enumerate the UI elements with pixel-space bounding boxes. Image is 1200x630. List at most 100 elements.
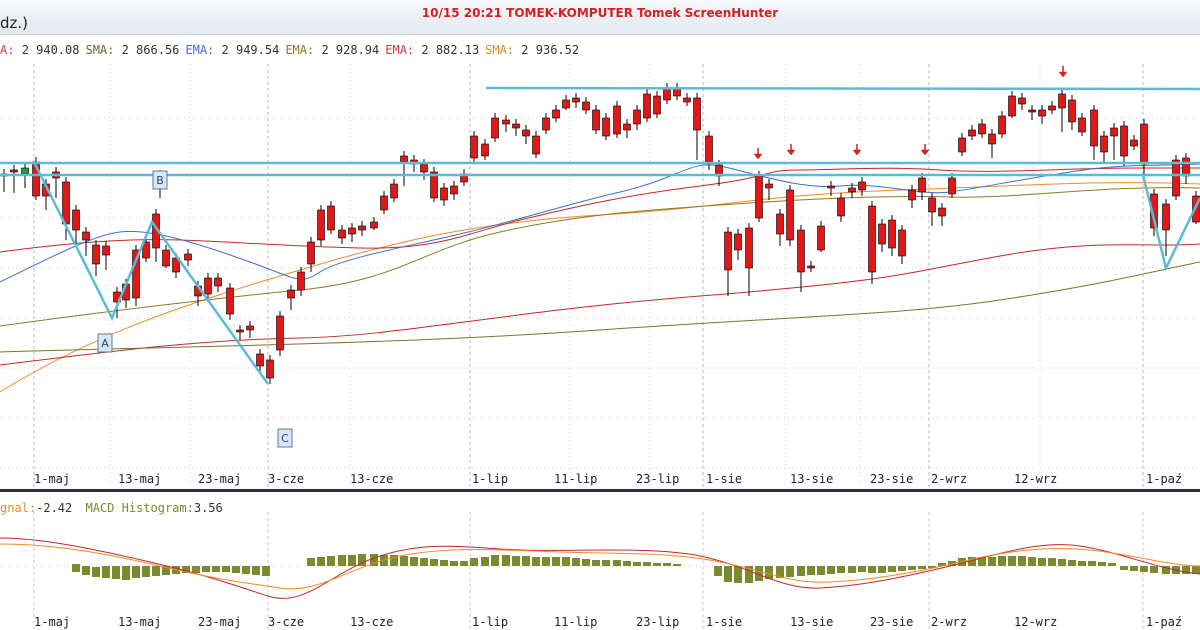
candle-down <box>1058 93 1066 109</box>
macd-x-tick-label: 1-sie <box>706 615 742 629</box>
wave-label-box <box>97 333 113 353</box>
macd-histogram-bar <box>562 557 570 566</box>
macd-histogram-bar <box>481 557 489 566</box>
candle-down <box>491 117 499 139</box>
indicator-name: SMA: <box>485 43 522 57</box>
x-tick-label: 1-lip <box>472 472 508 486</box>
macd-histogram-bar <box>858 566 866 572</box>
x-tick-label: 23-lip <box>636 472 679 486</box>
candle-down <box>1100 135 1108 153</box>
x-axis-labels: 1-maj 1-maj 13-maj 13-maj 23-maj 23-maj 3-cze 3… <box>34 472 1182 629</box>
macd-histogram-bar <box>1150 566 1158 573</box>
candle-down <box>481 143 489 157</box>
indicator-value: 2 940.08 <box>21 43 80 57</box>
candle-down <box>226 287 234 315</box>
macd-x-tick-label: 2-wrz <box>931 615 967 629</box>
macd-histogram-bar <box>1058 559 1066 566</box>
candle-down <box>1150 193 1158 229</box>
macd-histogram-bar <box>1088 561 1096 566</box>
macd-histogram-bar <box>252 566 260 575</box>
macd-x-tick-label: 1-lip <box>472 615 508 629</box>
gridlines <box>0 64 1200 630</box>
macd-histogram-bar <box>1140 566 1148 572</box>
candle-down <box>82 231 90 241</box>
macd-legend: gnal:-2.42 MACD Histogram:3.56 <box>0 501 223 515</box>
candle-down <box>162 249 170 267</box>
candle-down <box>380 195 388 211</box>
window-title-partial: dz.) <box>0 14 29 32</box>
x-tick-label: 11-lip <box>554 472 597 486</box>
macd-histogram-bar <box>390 555 398 566</box>
sell-arrow-head <box>852 149 862 156</box>
macd-histogram-bar <box>724 566 732 582</box>
candle-down <box>988 133 996 145</box>
macd-histogram-bar <box>582 559 590 566</box>
candle-down <box>705 135 713 163</box>
macd-histogram-bar <box>327 556 335 566</box>
panel-separator <box>0 489 1200 492</box>
macd-histogram-bar <box>1048 558 1056 566</box>
macd-line <box>0 537 1200 599</box>
candle-down <box>287 289 295 299</box>
candle-down <box>522 129 530 137</box>
macd-histogram-bar <box>633 562 641 566</box>
macd-signal-value: -2.42 <box>36 501 73 515</box>
macd-histogram-bar <box>420 558 428 566</box>
candle-down <box>10 169 18 173</box>
indicator-value: 2 866.56 <box>121 43 180 57</box>
sell-arrow-head <box>920 149 930 156</box>
macd-x-tick-label: 23-lip <box>636 615 679 629</box>
candle-down <box>734 233 742 251</box>
macd-x-tick-label: 3-cze <box>268 615 304 629</box>
macd-histogram-bar <box>1192 566 1200 574</box>
indicator-name: SMA: <box>85 43 122 57</box>
ema-red-line <box>0 243 1200 366</box>
moving-averages <box>0 163 1200 393</box>
macd-histogram-bar <box>502 555 510 566</box>
x-tick-label: 12-wrz <box>1014 472 1057 486</box>
macd-histogram-bar <box>827 566 835 574</box>
candle-down <box>592 109 600 131</box>
macd-histogram-bar <box>152 566 160 576</box>
candle-down <box>370 221 378 229</box>
candle-down <box>848 187 856 193</box>
indicator-legend: A: 2 940.08 SMA: 2 866.56 EMA: 2 949.54 EMA… <box>0 43 579 57</box>
candle-down <box>276 315 284 351</box>
macd-histogram-bar <box>998 556 1006 566</box>
macd-x-tick-label: 13-maj <box>118 615 161 629</box>
candle-down <box>307 241 315 265</box>
candle-down <box>663 87 671 101</box>
macd-histogram-bar <box>1068 560 1076 566</box>
indicator-name: EMA: <box>285 43 322 57</box>
macd-histogram-bar <box>102 566 110 578</box>
macd-x-tick-label: 13-cze <box>350 615 393 629</box>
candle-down <box>633 109 641 125</box>
macd-histogram-bar <box>643 562 651 566</box>
macd-histogram-bar <box>988 557 996 566</box>
x-tick-label: 2-wrz <box>931 472 967 486</box>
candle-down <box>1008 95 1016 117</box>
macd-histogram-bar <box>928 566 936 568</box>
x-tick-label: 1-paź <box>1146 472 1182 486</box>
macd-histogram-bar <box>1018 556 1026 566</box>
candle-down <box>400 155 408 163</box>
candle-down <box>62 181 70 225</box>
candle-down <box>246 325 254 331</box>
x-tick-label: 3-cze <box>268 472 304 486</box>
macd-histogram-bar <box>755 566 763 581</box>
macd-histogram-bar <box>592 560 600 566</box>
macd-histogram-bar <box>1038 558 1046 566</box>
macd-x-tick-label: 1-paź <box>1146 615 1182 629</box>
candle-down <box>602 117 610 137</box>
candle-down <box>1068 99 1076 123</box>
candle-down <box>827 185 835 189</box>
sell-arrow-head <box>753 153 763 160</box>
macd-histogram-bar <box>807 566 815 575</box>
candle-down <box>1120 125 1128 157</box>
macd-histogram-bar <box>212 566 220 572</box>
macd-histogram-bar <box>491 555 499 566</box>
x-tick-label: 23-maj <box>198 472 241 486</box>
candle-down <box>184 253 192 261</box>
candle-down <box>817 225 825 251</box>
